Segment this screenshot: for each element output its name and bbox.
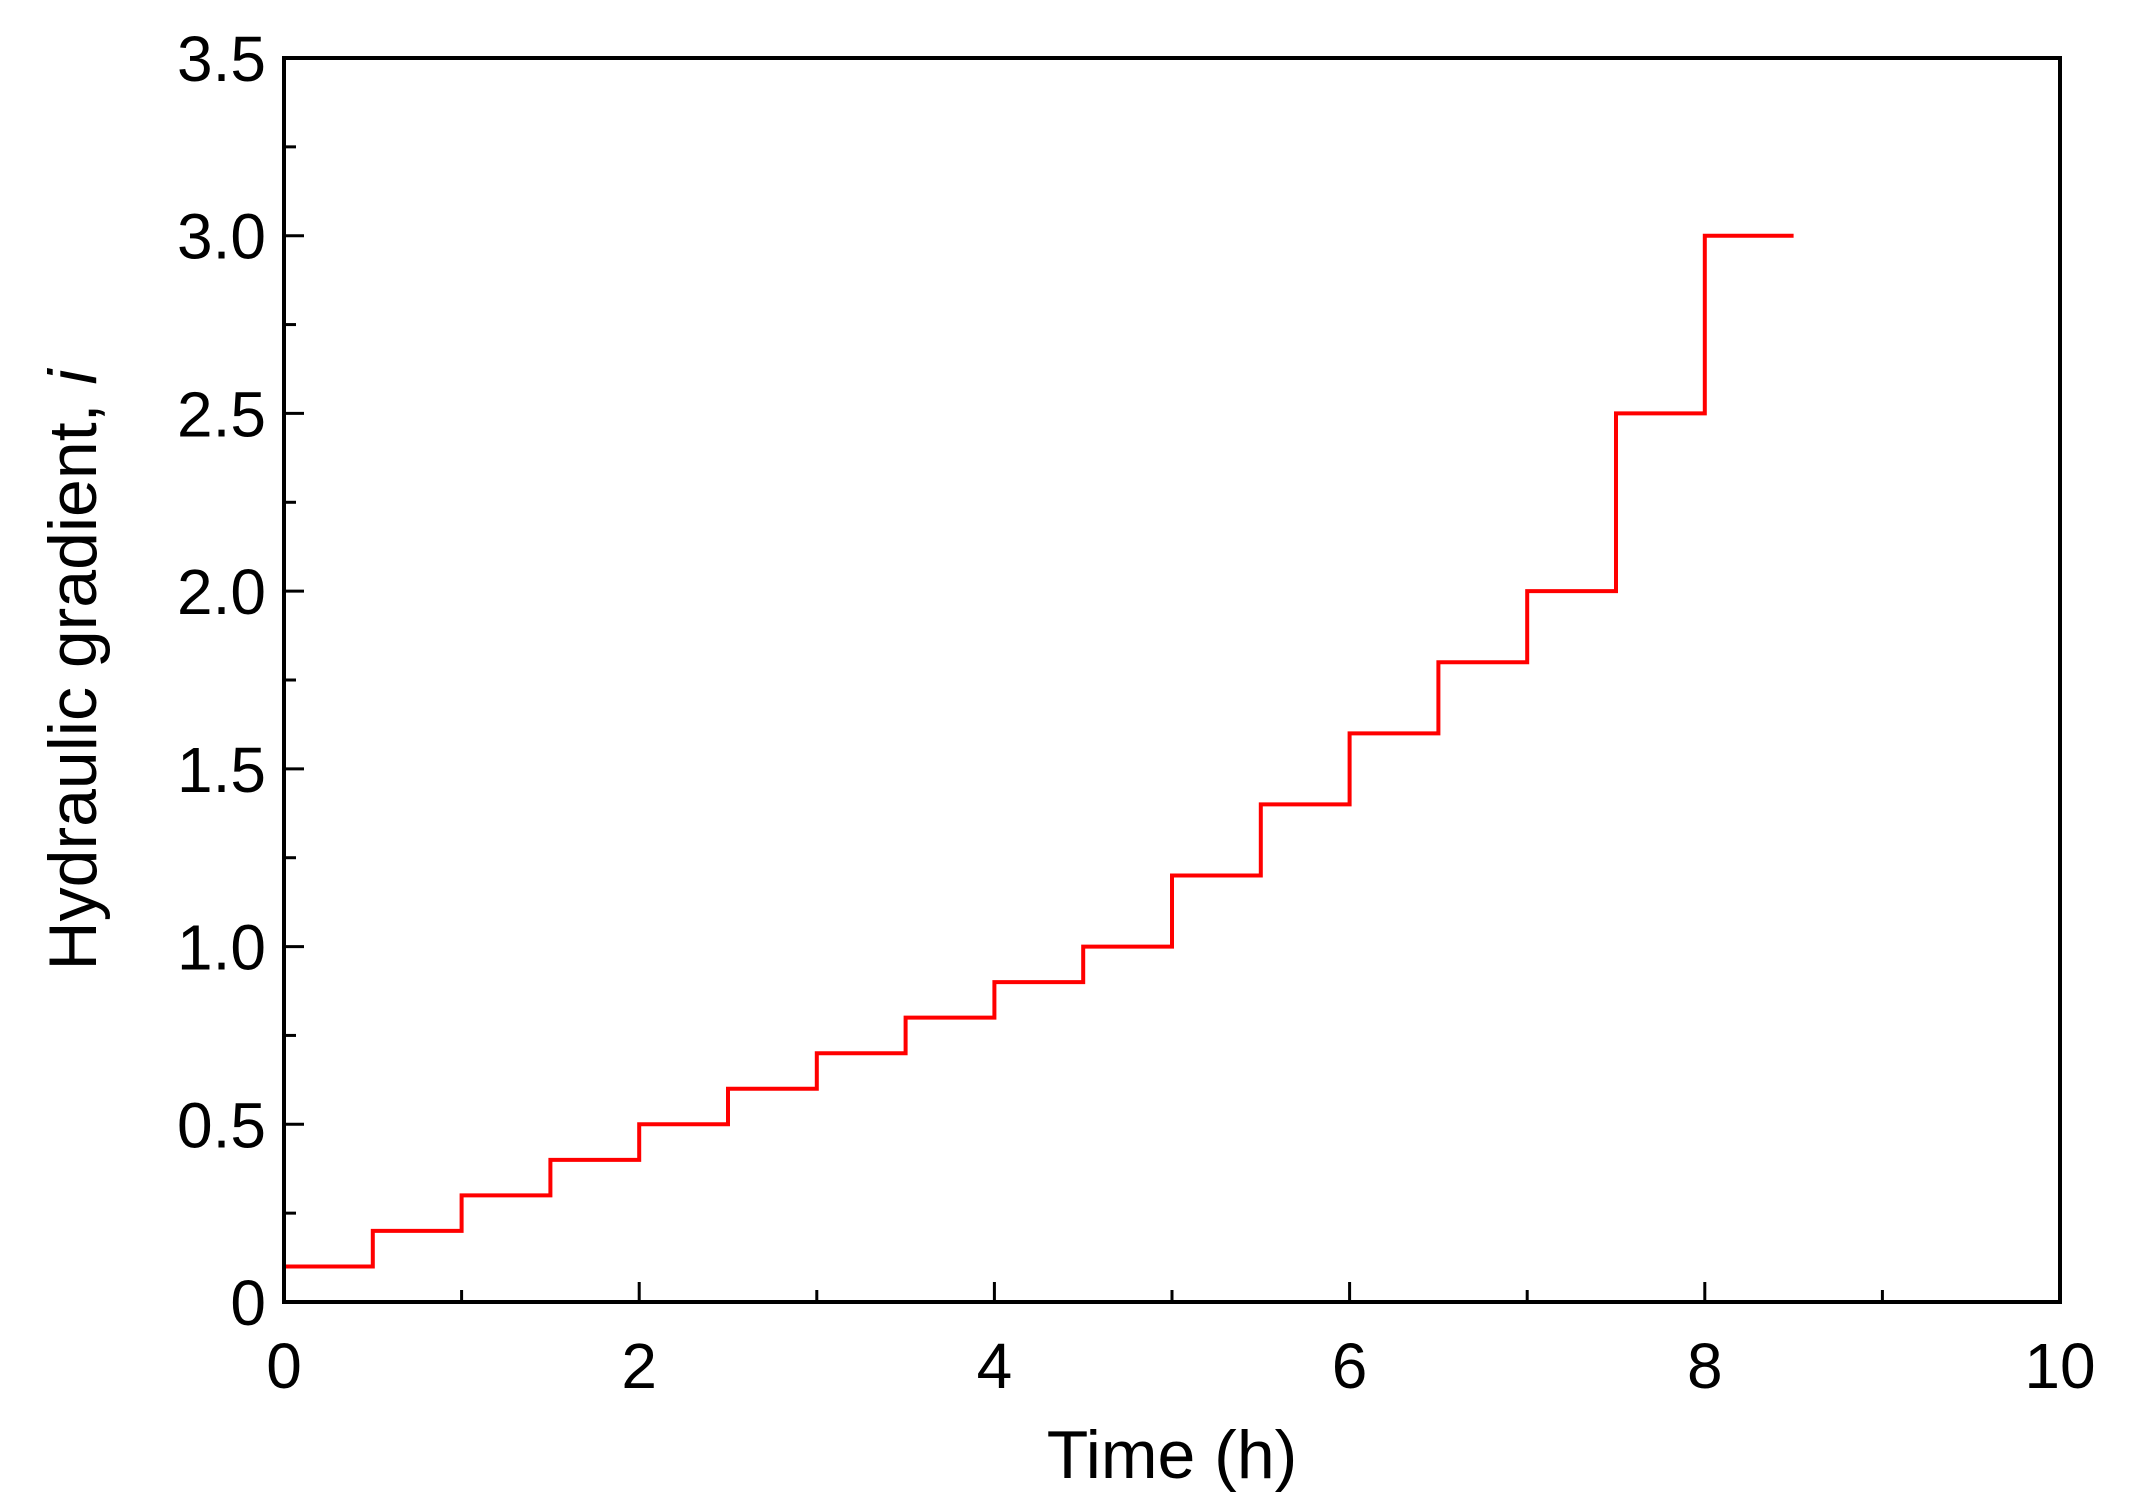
x-tick-label: 0	[266, 1330, 302, 1402]
x-tick-label: 8	[1687, 1330, 1723, 1402]
series-line	[282, 233, 1794, 1302]
y-axis-title: Hydraulic gradient, i	[35, 368, 111, 971]
y-tick-label: 2.0	[177, 556, 266, 628]
y-axis-title-text: Hydraulic gradient,	[35, 385, 111, 971]
y-axis-title-symbol: i	[35, 368, 111, 385]
y-tick-label: 1.5	[177, 734, 266, 806]
x-axis-title: Time (h)	[1047, 1417, 1298, 1493]
y-tick-label: 0.5	[177, 1089, 266, 1161]
x-tick-label: 2	[621, 1330, 657, 1402]
x-tick-label: 4	[977, 1330, 1013, 1402]
y-tick-label: 1.0	[177, 912, 266, 984]
x-tick-label: 10	[2024, 1330, 2095, 1402]
tick-labels: 0 2 4 6 8 10 0 0.5 1.0 1.5 2.0 2.5 3.0 3.5	[177, 23, 2096, 1402]
series-layer	[282, 233, 1794, 1302]
y-tick-label: 3.0	[177, 201, 266, 273]
y-tick-label: 3.5	[177, 23, 266, 95]
x-tick-label: 6	[1332, 1330, 1368, 1402]
y-tick-label: 2.5	[177, 378, 266, 450]
y-tick-label: 0	[230, 1267, 266, 1339]
plot-frame	[282, 56, 2062, 1304]
